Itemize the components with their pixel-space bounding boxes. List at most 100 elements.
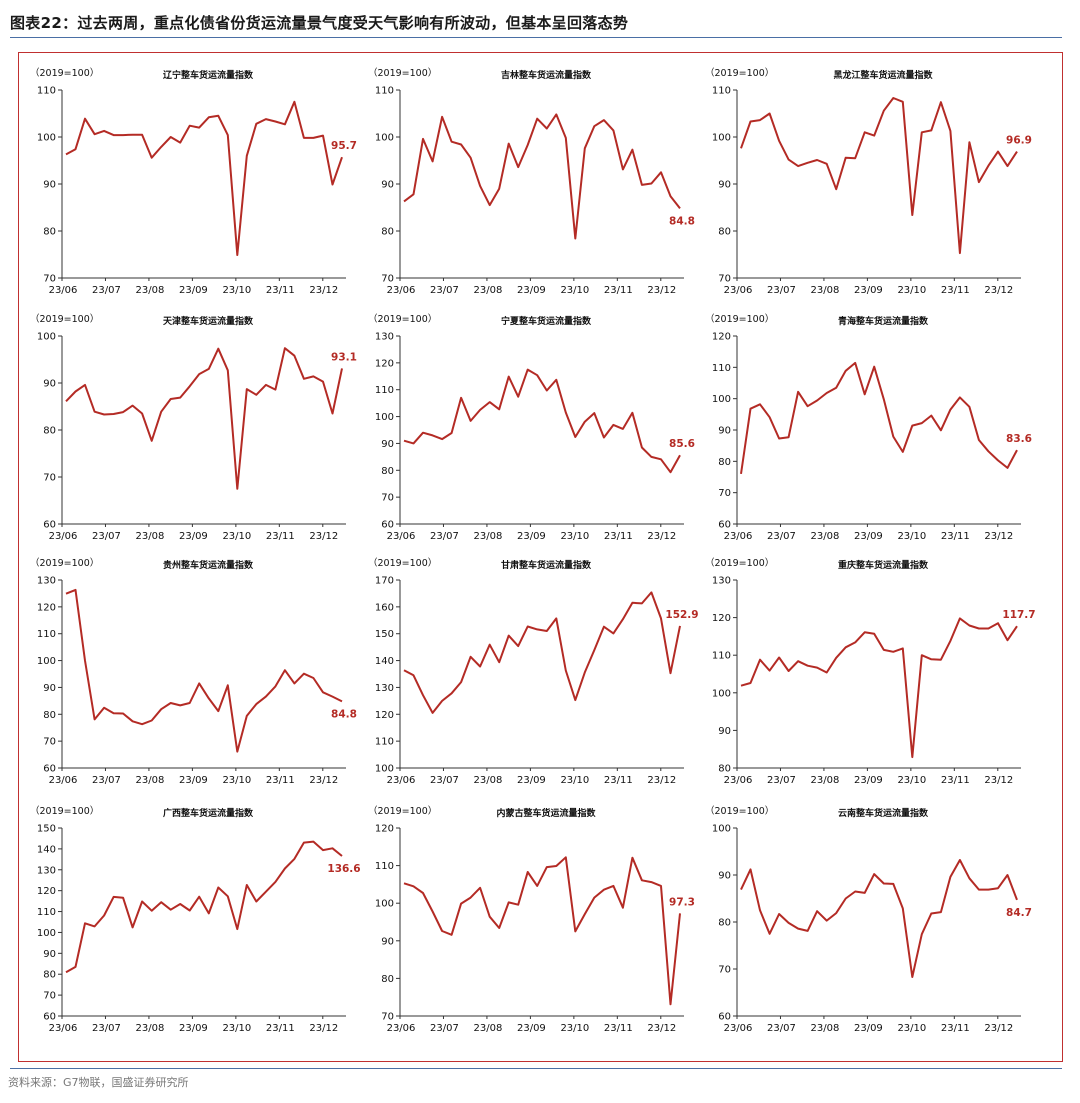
chart-title: 宁夏整车货运流量指数 bbox=[501, 315, 592, 327]
last-value-label: 93.1 bbox=[331, 351, 357, 363]
x-tick-label: 23/12 bbox=[309, 285, 338, 296]
last-value-label: 136.6 bbox=[327, 863, 360, 875]
last-value-label: 117.7 bbox=[1002, 609, 1035, 621]
y-tick-label: 90 bbox=[43, 949, 56, 960]
chart-panel-9: 重庆整车货运流量指数 （2019=100） 80 90 100 110 120 130 23/0… bbox=[703, 552, 1041, 792]
y-tick-label: 150 bbox=[37, 824, 56, 835]
y-tick-label: 150 bbox=[375, 629, 394, 640]
x-tick-label: 23/09 bbox=[854, 285, 883, 296]
chart-panel-12: 云南整车货运流量指数 （2019=100） 60 70 80 90 100 23/06 23/0… bbox=[703, 800, 1041, 1040]
y-tick-label: 100 bbox=[37, 928, 56, 939]
y-tick-label: 80 bbox=[718, 227, 731, 238]
y-tick-label: 110 bbox=[712, 651, 731, 662]
x-tick-label: 23/06 bbox=[49, 775, 78, 786]
chart-title: 吉林整车货运流量指数 bbox=[501, 69, 592, 81]
y-tick-label: 110 bbox=[37, 629, 56, 640]
x-tick-label: 23/11 bbox=[604, 1023, 633, 1034]
x-tick-label: 23/06 bbox=[387, 775, 416, 786]
x-tick-label: 23/08 bbox=[136, 285, 165, 296]
x-tick-label: 23/10 bbox=[222, 775, 251, 786]
x-tick-label: 23/09 bbox=[854, 1023, 883, 1034]
x-tick-label: 23/09 bbox=[179, 775, 208, 786]
chart-svg-5: 宁夏整车货运流量指数 （2019=100） 60 70 80 90 100 110 120 130… bbox=[368, 313, 695, 542]
y-tick-label: 80 bbox=[381, 227, 394, 238]
series-line bbox=[65, 588, 343, 753]
chart-svg-8: 甘肃整车货运流量指数 （2019=100） 100 110 120 130 140 150 16… bbox=[368, 557, 699, 786]
chart-svg-11: 内蒙古整车货运流量指数 （2019=100） 70 80 90 100 110 120 23/0… bbox=[368, 805, 695, 1034]
x-tick-label: 23/08 bbox=[136, 775, 165, 786]
y-tick-label: 80 bbox=[43, 710, 56, 721]
chart-title: 广西整车货运流量指数 bbox=[163, 807, 254, 819]
chart-panel-3: 黑龙江整车货运流量指数 （2019=100） 70 80 90 100 110 23/06 23… bbox=[703, 62, 1041, 302]
x-tick-label: 23/09 bbox=[517, 285, 546, 296]
x-tick-label: 23/12 bbox=[984, 775, 1013, 786]
series-line bbox=[740, 97, 1018, 255]
x-tick-label: 23/09 bbox=[179, 531, 208, 542]
last-value-label: 95.7 bbox=[331, 140, 357, 152]
chart-svg-6: 青海整车货运流量指数 （2019=100） 60 70 80 90 100 110 120 23/… bbox=[705, 313, 1032, 542]
y-tick-label: 140 bbox=[375, 656, 394, 667]
figure-title: 图表22：过去两周，重点化债省份货运流量景气度受天气影响有所波动，但基本呈回落态… bbox=[10, 14, 629, 32]
y-tick-label: 160 bbox=[375, 602, 394, 613]
chart-panel-6: 青海整车货运流量指数 （2019=100） 60 70 80 90 100 110 120 23/… bbox=[703, 308, 1041, 548]
unit-label: （2019=100） bbox=[30, 805, 99, 817]
y-tick-label: 110 bbox=[375, 86, 394, 97]
x-tick-label: 23/07 bbox=[92, 1023, 121, 1034]
chart-title: 天津整车货运流量指数 bbox=[163, 315, 254, 327]
y-tick-label: 120 bbox=[37, 886, 56, 897]
y-tick-label: 70 bbox=[43, 991, 56, 1002]
x-tick-label: 23/11 bbox=[266, 285, 295, 296]
y-tick-label: 60 bbox=[381, 520, 394, 531]
x-tick-label: 23/06 bbox=[49, 1023, 78, 1034]
x-tick-label: 23/12 bbox=[309, 1023, 338, 1034]
chart-title: 云南整车货运流量指数 bbox=[838, 807, 929, 819]
x-tick-label: 23/07 bbox=[92, 285, 121, 296]
x-tick-label: 23/08 bbox=[811, 285, 840, 296]
last-value-label: 85.6 bbox=[669, 438, 695, 450]
y-tick-label: 60 bbox=[718, 520, 731, 531]
chart-title: 内蒙古整车货运流量指数 bbox=[496, 807, 596, 819]
x-tick-label: 23/07 bbox=[767, 1023, 796, 1034]
series-line bbox=[403, 591, 681, 714]
x-tick-label: 23/11 bbox=[266, 775, 295, 786]
y-tick-label: 130 bbox=[37, 865, 56, 876]
unit-label: （2019=100） bbox=[705, 313, 774, 325]
chart-svg-12: 云南整车货运流量指数 （2019=100） 60 70 80 90 100 23/06 23/0… bbox=[705, 805, 1032, 1034]
y-tick-label: 90 bbox=[381, 439, 394, 450]
y-tick-label: 120 bbox=[375, 710, 394, 721]
x-tick-label: 23/09 bbox=[517, 775, 546, 786]
chart-title: 辽宁整车货运流量指数 bbox=[163, 69, 254, 81]
y-tick-label: 70 bbox=[43, 274, 56, 285]
series-line bbox=[403, 113, 681, 240]
unit-label: （2019=100） bbox=[30, 67, 99, 79]
y-tick-label: 90 bbox=[718, 426, 731, 437]
x-tick-label: 23/06 bbox=[724, 285, 753, 296]
x-tick-label: 23/11 bbox=[604, 775, 633, 786]
series-line bbox=[740, 859, 1018, 978]
y-tick-label: 170 bbox=[375, 576, 394, 587]
x-tick-label: 23/08 bbox=[474, 1023, 503, 1034]
last-value-label: 83.6 bbox=[1006, 433, 1032, 445]
x-tick-label: 23/09 bbox=[179, 1023, 208, 1034]
y-tick-label: 90 bbox=[718, 180, 731, 191]
x-tick-label: 23/10 bbox=[897, 775, 926, 786]
x-tick-label: 23/10 bbox=[222, 285, 251, 296]
x-tick-label: 23/08 bbox=[811, 531, 840, 542]
y-tick-label: 100 bbox=[375, 133, 394, 144]
y-tick-label: 90 bbox=[43, 180, 56, 191]
chart-panel-8: 甘肃整车货运流量指数 （2019=100） 100 110 120 130 140 150 16… bbox=[366, 552, 704, 792]
y-tick-label: 60 bbox=[718, 1012, 731, 1023]
y-tick-label: 100 bbox=[375, 764, 394, 775]
y-tick-label: 80 bbox=[718, 457, 731, 468]
chart-panel-11: 内蒙古整车货运流量指数 （2019=100） 70 80 90 100 110 120 23/0… bbox=[366, 800, 704, 1040]
y-tick-label: 90 bbox=[43, 683, 56, 694]
y-tick-label: 80 bbox=[381, 974, 394, 985]
y-tick-label: 120 bbox=[712, 332, 731, 343]
y-tick-label: 70 bbox=[43, 473, 56, 484]
chart-panel-5: 宁夏整车货运流量指数 （2019=100） 60 70 80 90 100 110 120 130… bbox=[366, 308, 704, 548]
y-tick-label: 100 bbox=[712, 824, 731, 835]
y-tick-label: 100 bbox=[375, 899, 394, 910]
last-value-label: 84.8 bbox=[331, 708, 357, 720]
x-tick-label: 23/12 bbox=[984, 531, 1013, 542]
chart-svg-9: 重庆整车货运流量指数 （2019=100） 80 90 100 110 120 130 23/0… bbox=[705, 557, 1036, 786]
